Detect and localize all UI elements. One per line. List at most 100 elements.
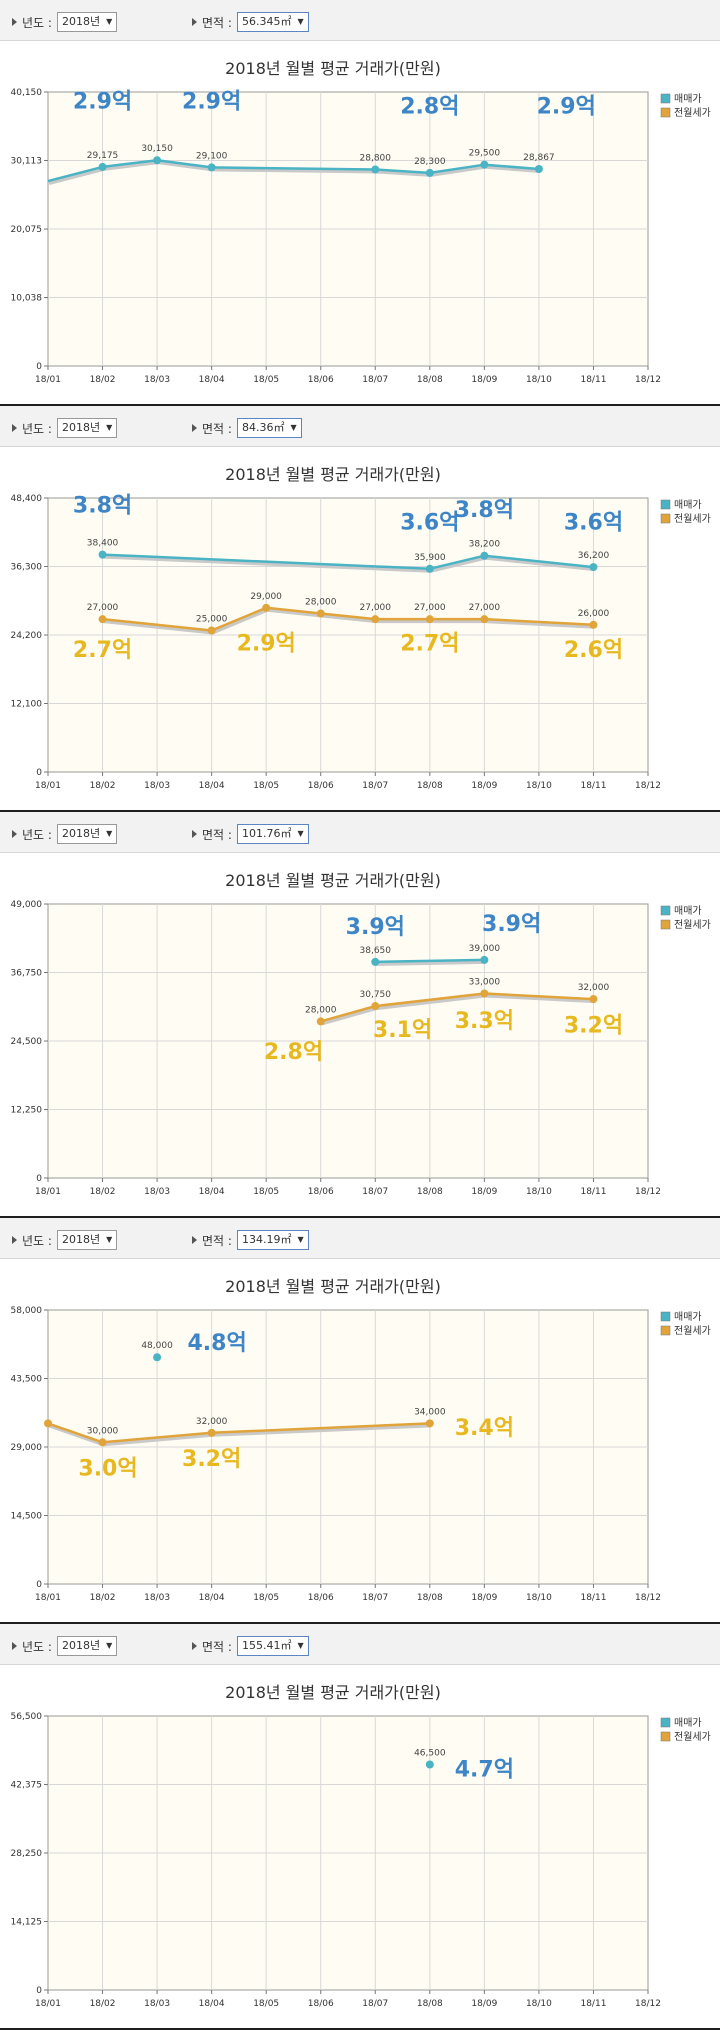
area-select[interactable]: 84.36㎡ ▼	[236, 418, 302, 438]
area-filter-label: 면적 :	[202, 1639, 232, 1654]
x-tick-label: 18/03	[144, 1999, 170, 2009]
year-select[interactable]: 2018년 ▼	[56, 824, 118, 844]
legend-label[interactable]: 매매가	[674, 499, 702, 511]
data-point[interactable]	[316, 1017, 325, 1026]
year-select[interactable]: 2018년 ▼	[56, 1636, 118, 1656]
data-point[interactable]	[316, 609, 325, 618]
data-point[interactable]	[480, 551, 489, 560]
data-point[interactable]	[153, 156, 162, 165]
data-point[interactable]	[425, 615, 434, 624]
data-point[interactable]	[480, 160, 489, 169]
data-point[interactable]	[589, 620, 598, 629]
price-annotation: 3.3억	[455, 1009, 514, 1034]
x-tick-label: 18/08	[417, 781, 443, 791]
x-tick-label: 18/09	[471, 1593, 497, 1603]
x-tick-label: 18/03	[144, 781, 170, 791]
data-point[interactable]	[589, 563, 598, 572]
area-select[interactable]: 134.19㎡ ▼	[236, 1230, 309, 1250]
x-tick-label: 18/12	[635, 781, 661, 791]
legend-label[interactable]: 매매가	[674, 1717, 702, 1729]
data-point[interactable]	[207, 626, 216, 635]
data-point[interactable]	[371, 615, 380, 624]
x-tick-label: 18/04	[199, 781, 225, 791]
data-point[interactable]	[589, 995, 598, 1004]
chart-panel: 년도 : 2018년 ▼ 면적 : 101.76㎡ ▼ 2018년 월별 평균 거래가(만원…	[0, 812, 720, 1218]
data-point[interactable]	[98, 1438, 107, 1447]
year-select-value: 2018년	[61, 421, 101, 434]
x-tick-label: 18/11	[580, 1593, 606, 1603]
legend-label[interactable]: 전월세가	[674, 107, 711, 119]
x-tick-label: 18/05	[253, 1187, 279, 1197]
year-select[interactable]: 2018년 ▼	[56, 12, 118, 32]
x-tick-label: 18/03	[144, 375, 170, 385]
legend-label[interactable]: 매매가	[674, 1311, 702, 1323]
data-point[interactable]	[480, 989, 489, 998]
filter-toolbar: 년도 : 2018년 ▼ 면적 : 84.36㎡ ▼	[0, 406, 720, 447]
data-point[interactable]	[371, 957, 380, 966]
x-tick-label: 18/04	[199, 1187, 225, 1197]
x-tick-label: 18/02	[90, 1999, 116, 2009]
price-annotation: 2.6억	[564, 638, 623, 663]
y-tick-label: 36,300	[11, 563, 43, 573]
price-chart: 2018년 월별 평균 거래가(만원) 0 12,250 24,500 36,750 49…	[11, 871, 711, 1197]
chart-panel: 년도 : 2018년 ▼ 면적 : 134.19㎡ ▼ 2018년 월별 평균 거래가(만원…	[0, 1218, 720, 1624]
data-point[interactable]	[262, 603, 271, 612]
data-point[interactable]	[425, 564, 434, 573]
data-point[interactable]	[98, 550, 107, 559]
legend-swatch	[660, 905, 671, 916]
x-tick-label: 18/10	[526, 781, 552, 791]
x-tick-label: 18/09	[471, 1187, 497, 1197]
series-line-sale	[375, 958, 485, 964]
y-tick-label: 14,500	[11, 1512, 43, 1522]
data-point[interactable]	[207, 163, 216, 172]
data-point[interactable]	[425, 1760, 434, 1769]
area-filter-label: 면적 :	[202, 1233, 232, 1248]
x-tick-label: 18/08	[417, 1593, 443, 1603]
x-tick-label: 18/04	[199, 375, 225, 385]
x-tick-label: 18/07	[362, 1593, 388, 1603]
data-label: 25,000	[196, 614, 228, 624]
x-tick-label: 18/06	[308, 375, 334, 385]
data-point[interactable]	[371, 1002, 380, 1011]
legend-label[interactable]: 매매가	[674, 93, 702, 105]
x-tick-label: 18/07	[362, 781, 388, 791]
x-tick-label: 18/06	[308, 781, 334, 791]
data-point[interactable]	[480, 615, 489, 624]
data-label: 32,000	[578, 983, 610, 993]
data-point[interactable]	[44, 1419, 52, 1428]
data-point[interactable]	[425, 1419, 434, 1428]
area-select[interactable]: 56.345㎡ ▼	[236, 12, 309, 32]
data-point[interactable]	[534, 164, 543, 173]
legend-label[interactable]: 전월세가	[674, 1325, 711, 1337]
price-annotation: 3.8억	[455, 498, 514, 523]
data-point[interactable]	[98, 162, 107, 171]
data-point[interactable]	[480, 955, 489, 964]
y-tick-label: 0	[36, 1986, 42, 1996]
legend-label[interactable]: 매매가	[674, 905, 702, 917]
chart-title: 2018년 월별 평균 거래가(만원)	[225, 1277, 441, 1296]
y-tick-label: 0	[36, 362, 42, 372]
data-point[interactable]	[207, 1428, 216, 1437]
year-select[interactable]: 2018년 ▼	[56, 1230, 118, 1250]
legend-label[interactable]: 전월세가	[674, 1731, 711, 1743]
year-select[interactable]: 2018년 ▼	[56, 418, 118, 438]
data-label: 34,000	[414, 1407, 446, 1417]
triangle-bullet-icon	[12, 1642, 17, 1650]
area-select[interactable]: 101.76㎡ ▼	[236, 824, 309, 844]
area-select-value: 155.41㎡	[241, 1639, 292, 1652]
data-point[interactable]	[371, 165, 380, 174]
data-point[interactable]	[98, 615, 107, 624]
data-point[interactable]	[153, 1353, 162, 1362]
price-annotation: 2.9억	[537, 94, 596, 119]
x-tick-label: 18/12	[635, 1187, 661, 1197]
price-annotation: 2.7억	[73, 638, 132, 663]
data-point[interactable]	[425, 168, 434, 177]
filter-toolbar: 년도 : 2018년 ▼ 면적 : 134.19㎡ ▼	[0, 1218, 720, 1259]
legend-label[interactable]: 전월세가	[674, 513, 711, 525]
x-tick-label: 18/12	[635, 1593, 661, 1603]
legend-label[interactable]: 전월세가	[674, 919, 711, 931]
chart-title: 2018년 월별 평균 거래가(만원)	[225, 465, 441, 484]
x-tick-label: 18/01	[35, 1999, 61, 2009]
area-select[interactable]: 155.41㎡ ▼	[236, 1636, 309, 1656]
